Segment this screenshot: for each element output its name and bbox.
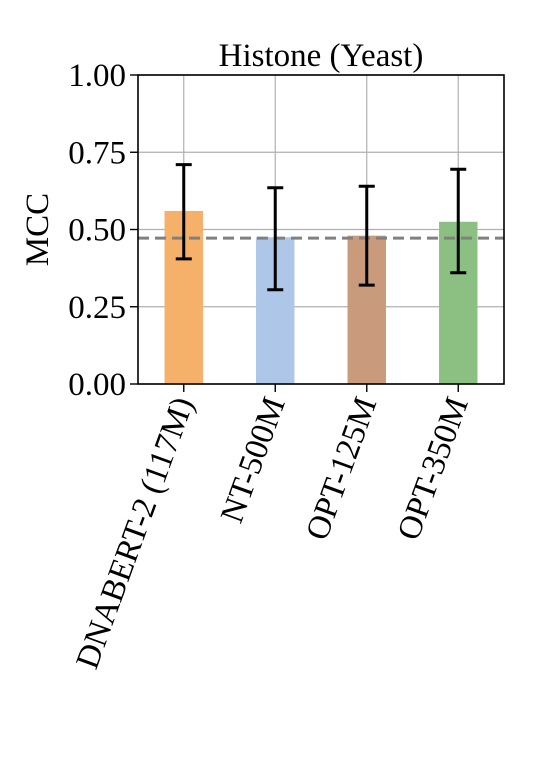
y-tick-label: 1.00	[68, 58, 126, 94]
y-tick-label: 0.50	[68, 213, 126, 249]
y-tick-label: 0.75	[68, 135, 126, 171]
y-tick-label: 0.00	[68, 367, 126, 403]
x-tick-label: OPT-125M	[299, 392, 384, 544]
chart-title: Histone (Yeast)	[219, 38, 424, 74]
y-ticks-layer: 0.00 0.25 0.50 0.75 1.00	[68, 58, 138, 403]
x-tick-label: DNABERT-2 (117M)	[70, 392, 202, 673]
x-tick-label: NT-500M	[214, 392, 293, 527]
y-tick-label: 0.25	[68, 290, 126, 326]
error-bars-layer	[175, 163, 467, 292]
x-tick-label: OPT-350M	[391, 392, 476, 544]
y-axis-label: MCC	[20, 193, 56, 266]
x-ticks-layer: DNABERT-2 (117M) NT-500M OPT-125M OPT-350M	[70, 384, 476, 674]
